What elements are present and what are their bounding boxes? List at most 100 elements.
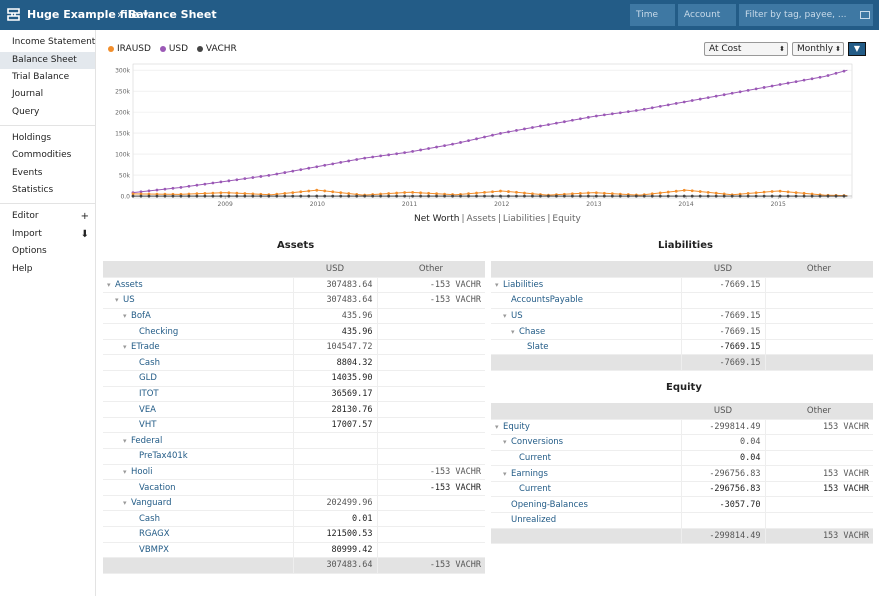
account-name[interactable]: ITOT — [139, 388, 159, 399]
account-cell[interactable]: Checking — [103, 323, 293, 340]
account-name[interactable]: BofA — [131, 310, 151, 321]
account-name[interactable]: RGAGX — [139, 529, 170, 540]
account-name[interactable]: Vacation — [139, 482, 176, 493]
sidebar-item-journal[interactable]: Journal — [12, 89, 44, 99]
account-cell[interactable]: VHT — [103, 417, 293, 434]
sidebar-item-trial-balance[interactable]: Trial Balance — [12, 72, 70, 82]
account-cell[interactable]: ▾ US — [103, 292, 293, 309]
legend-item-irausd[interactable]: IRAUSD — [108, 44, 151, 54]
expand-caret-icon[interactable]: ▾ — [123, 311, 127, 320]
tab-net-worth[interactable]: Net Worth — [414, 214, 460, 224]
account-cell[interactable]: Cash — [103, 354, 293, 372]
sidebar-item-options[interactable]: Options — [12, 246, 47, 256]
account-name[interactable]: Checking — [139, 326, 179, 337]
account-name[interactable]: Cash — [139, 357, 160, 368]
account-name[interactable]: US — [511, 310, 523, 321]
sidebar-item-statistics[interactable]: Statistics — [12, 185, 54, 195]
account-cell[interactable]: ▾ Assets — [103, 277, 293, 294]
account-cell[interactable]: ▾ BofA — [103, 308, 293, 325]
sidebar-item-events[interactable]: Events — [12, 168, 43, 178]
ledger-file-selector[interactable]: Huge Example file ▾ — [27, 8, 149, 21]
account-name[interactable]: Conversions — [511, 437, 564, 448]
expand-caret-icon[interactable]: ▾ — [123, 343, 127, 352]
account-name[interactable]: AccountsPayable — [511, 295, 583, 306]
account-cell[interactable]: RGAGX — [103, 526, 293, 543]
account-cell[interactable]: Opening-Balances — [491, 496, 681, 514]
account-name[interactable]: ETrade — [131, 342, 160, 353]
account-name[interactable]: Slate — [527, 342, 549, 353]
account-cell[interactable]: ▾ Federal — [103, 432, 293, 450]
account-cell[interactable]: PreTax401k — [103, 448, 293, 465]
legend-item-vachr[interactable]: VACHR — [196, 44, 237, 54]
account-name[interactable]: Opening-Balances — [511, 499, 588, 510]
account-cell[interactable]: ▾ US — [491, 308, 681, 325]
expand-caret-icon[interactable]: ▾ — [503, 438, 507, 447]
account-name[interactable]: Federal — [131, 435, 163, 446]
expand-caret-icon[interactable]: ▾ — [503, 469, 507, 478]
expand-caret-icon[interactable]: ▾ — [107, 280, 111, 289]
account-cell[interactable]: ▾ Vanguard — [103, 495, 293, 512]
filter-list-icon[interactable] — [860, 11, 870, 19]
expand-caret-icon[interactable]: ▾ — [123, 499, 127, 508]
expand-caret-icon[interactable]: ▾ — [495, 280, 499, 289]
tag-payee-filter-input[interactable]: Filter by tag, payee, ... — [739, 4, 873, 26]
account-cell[interactable]: ▾ Liabilities — [491, 277, 681, 294]
download-icon[interactable]: ⬇ — [80, 229, 89, 240]
sidebar-item-commodities[interactable]: Commodities — [12, 150, 72, 160]
account-cell[interactable]: VEA — [103, 401, 293, 418]
tab-equity[interactable]: Equity — [552, 214, 581, 224]
account-name[interactable]: VBMPX — [139, 544, 169, 555]
conversion-select[interactable]: At Cost ⬍ — [704, 42, 788, 56]
sidebar-item-holdings[interactable]: Holdings — [12, 133, 52, 143]
account-cell[interactable]: ▾ Equity — [491, 419, 681, 436]
account-cell[interactable]: VBMPX — [103, 542, 293, 559]
account-cell[interactable]: ▾ Chase — [491, 323, 681, 340]
account-cell[interactable]: Current — [491, 450, 681, 467]
account-cell[interactable]: ▾ Conversions — [491, 434, 681, 451]
account-name[interactable]: Hooli — [131, 466, 153, 477]
account-name[interactable]: Current — [519, 484, 551, 495]
expand-caret-icon[interactable]: ▾ — [123, 467, 127, 476]
account-cell[interactable]: Vacation — [103, 479, 293, 496]
expand-caret-icon[interactable]: ▾ — [115, 296, 119, 305]
legend-item-usd[interactable]: USD — [159, 44, 188, 54]
expand-caret-icon[interactable]: ▾ — [495, 422, 499, 431]
sidebar-item-help[interactable]: Help — [12, 264, 33, 274]
account-name[interactable]: Earnings — [511, 468, 548, 479]
account-name[interactable]: US — [123, 295, 135, 306]
account-name[interactable]: Current — [519, 452, 551, 463]
expand-caret-icon[interactable]: ▾ — [511, 327, 515, 336]
account-cell[interactable]: ▾ ETrade — [103, 339, 293, 356]
account-name[interactable]: Liabilities — [503, 279, 544, 290]
fava-logo-icon[interactable] — [6, 7, 21, 22]
sidebar-item-query[interactable]: Query — [12, 107, 40, 117]
tab-liabilities[interactable]: Liabilities — [502, 214, 546, 224]
account-name[interactable]: Assets — [115, 279, 143, 290]
account-cell[interactable]: Current — [491, 481, 681, 498]
expand-caret-icon[interactable]: ▾ — [123, 436, 127, 445]
account-name[interactable]: Equity — [503, 421, 530, 432]
sidebar-item-income-statement[interactable]: Income Statement — [12, 37, 96, 47]
account-cell[interactable]: GLD — [103, 370, 293, 387]
chart-toggle-button[interactable]: ▼ — [848, 42, 866, 56]
account-name[interactable]: VHT — [139, 420, 157, 431]
account-name[interactable]: VEA — [139, 404, 156, 415]
tab-assets[interactable]: Assets — [466, 214, 496, 224]
time-filter-input[interactable]: Time — [630, 4, 675, 26]
account-cell[interactable]: ▾ Earnings — [491, 465, 681, 482]
plus-icon[interactable]: + — [80, 211, 89, 222]
sidebar-item-import[interactable]: Import ⬇ — [0, 226, 95, 243]
account-cell[interactable]: Unrealized — [491, 512, 681, 529]
account-name[interactable]: Cash — [139, 513, 160, 524]
account-cell[interactable]: ▾ Hooli — [103, 464, 293, 481]
account-name[interactable]: Vanguard — [131, 498, 172, 509]
sidebar-item-editor[interactable]: Editor + — [0, 208, 95, 225]
account-cell[interactable]: Slate — [491, 339, 681, 356]
account-name[interactable]: Unrealized — [511, 515, 557, 526]
account-cell[interactable]: Cash — [103, 510, 293, 527]
interval-select[interactable]: Monthly ⬍ — [792, 42, 844, 56]
account-cell[interactable]: AccountsPayable — [491, 292, 681, 309]
sidebar-item-balance-sheet[interactable]: Balance Sheet — [0, 52, 95, 69]
expand-caret-icon[interactable]: ▾ — [503, 311, 507, 320]
account-filter-input[interactable]: Account — [678, 4, 736, 26]
